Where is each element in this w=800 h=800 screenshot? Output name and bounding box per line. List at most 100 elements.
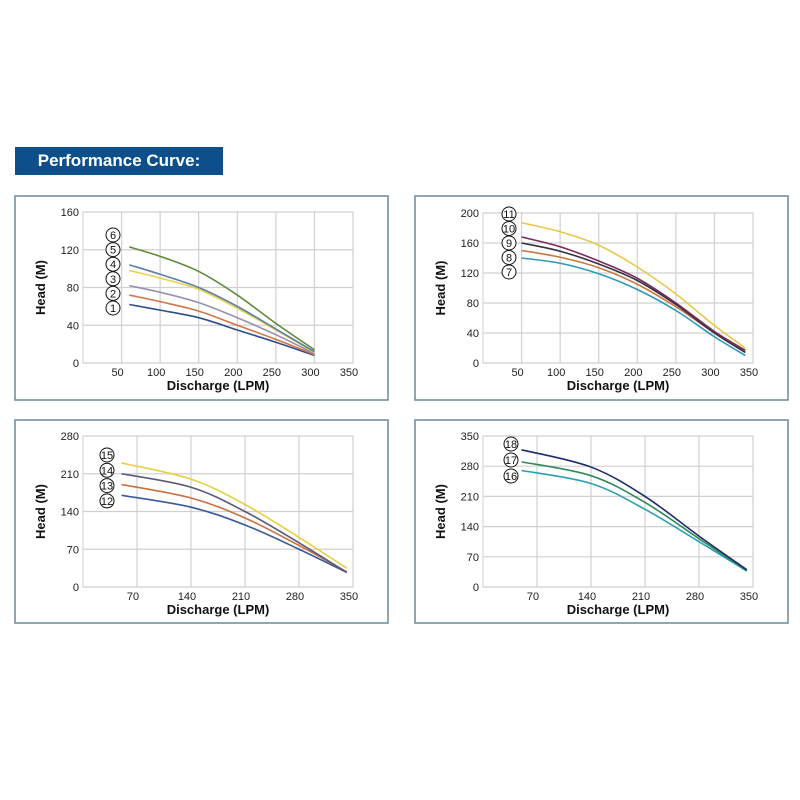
y-tick-label: 80 bbox=[67, 283, 79, 295]
label-number: 4 bbox=[110, 259, 116, 271]
y-tick-label: 40 bbox=[467, 328, 479, 340]
y-tick-label: 80 bbox=[467, 298, 479, 310]
x-tick-label: 280 bbox=[286, 591, 304, 603]
curve-13 bbox=[121, 483, 348, 573]
curve-16 bbox=[521, 469, 748, 572]
curve-label-17: 17 bbox=[503, 452, 519, 468]
label-circle bbox=[105, 271, 121, 287]
label-circle bbox=[503, 468, 519, 484]
y-tick-label: 0 bbox=[73, 582, 79, 594]
x-tick-label: 100 bbox=[547, 367, 565, 379]
x-axis-label: Discharge (LPM) bbox=[567, 602, 670, 617]
chart-1: 0 40 80 120 160 50 100 150 200 250 300 350 Discharge… bbox=[14, 195, 389, 401]
x-tick-label: 210 bbox=[632, 591, 650, 603]
label-number: 6 bbox=[110, 230, 116, 242]
label-circle bbox=[503, 436, 519, 452]
curve-label-11: 11 bbox=[501, 206, 517, 222]
x-tick-label: 140 bbox=[178, 591, 196, 603]
label-number: 16 bbox=[505, 471, 517, 483]
curve-label-18: 18 bbox=[503, 436, 519, 452]
x-axis-label: Discharge (LPM) bbox=[567, 378, 670, 393]
label-circle bbox=[105, 285, 121, 301]
curve-15 bbox=[121, 462, 348, 569]
curve-7 bbox=[521, 257, 746, 357]
label-number: 18 bbox=[505, 439, 517, 451]
curve-label-12: 12 bbox=[99, 493, 115, 509]
x-tick-label: 150 bbox=[186, 367, 204, 379]
label-number: 3 bbox=[110, 274, 116, 286]
label-circle bbox=[501, 264, 517, 280]
label-number: 10 bbox=[503, 224, 515, 236]
label-number: 15 bbox=[101, 450, 113, 462]
chart-2: 0 40 80 120 160 200 50 100 150 200 250 300 350 Discha… bbox=[414, 195, 789, 401]
y-tick-label: 280 bbox=[461, 461, 479, 473]
y-axis-label: Head (M) bbox=[33, 484, 48, 539]
x-tick-label: 150 bbox=[586, 367, 604, 379]
label-circle bbox=[105, 242, 121, 258]
curve-label-15: 15 bbox=[99, 447, 115, 463]
curve-6 bbox=[129, 246, 315, 351]
x-tick-label: 70 bbox=[527, 591, 539, 603]
y-axis-label: Head (M) bbox=[33, 260, 48, 315]
x-tick-label: 350 bbox=[740, 367, 758, 379]
label-number: 7 bbox=[506, 267, 512, 279]
x-tick-label: 210 bbox=[232, 591, 250, 603]
x-tick-label: 140 bbox=[578, 591, 596, 603]
curve-label-10: 10 bbox=[501, 221, 517, 236]
curve-label-13: 13 bbox=[99, 478, 115, 494]
label-circle bbox=[105, 227, 121, 243]
curve-12 bbox=[121, 494, 348, 574]
x-tick-label: 200 bbox=[224, 367, 242, 379]
curve-1 bbox=[129, 303, 315, 357]
y-tick-label: 160 bbox=[461, 238, 479, 250]
label-circle bbox=[105, 256, 121, 272]
x-tick-label: 350 bbox=[340, 591, 358, 603]
curve-2 bbox=[129, 294, 315, 356]
y-tick-label: 40 bbox=[67, 320, 79, 332]
label-number: 8 bbox=[506, 253, 512, 265]
x-tick-label: 70 bbox=[127, 591, 139, 603]
curve-label-3: 3 bbox=[105, 271, 121, 287]
plot-area bbox=[482, 435, 754, 588]
y-tick-label: 140 bbox=[461, 522, 479, 534]
y-tick-label: 120 bbox=[461, 268, 479, 280]
curve-5 bbox=[129, 264, 315, 353]
x-tick-label: 280 bbox=[686, 591, 704, 603]
x-tick-label: 350 bbox=[740, 591, 758, 603]
y-tick-label: 350 bbox=[461, 431, 479, 443]
label-number: 12 bbox=[101, 496, 113, 508]
y-axis-label: Head (M) bbox=[433, 484, 448, 539]
y-tick-label: 0 bbox=[73, 358, 79, 370]
curve-17 bbox=[521, 461, 748, 572]
y-axis-label: Head (M) bbox=[433, 261, 448, 316]
x-tick-label: 250 bbox=[663, 367, 681, 379]
x-axis-label: Discharge (LPM) bbox=[167, 378, 270, 393]
curve-label-5: 5 bbox=[105, 242, 121, 258]
y-tick-label: 140 bbox=[61, 507, 79, 519]
y-tick-label: 280 bbox=[61, 431, 79, 443]
curve-11 bbox=[521, 221, 746, 349]
y-tick-label: 210 bbox=[461, 491, 479, 503]
y-tick-label: 120 bbox=[61, 245, 79, 257]
chart-4: 0 70 140 210 280 350 70 140 210 280 350 Discharge (… bbox=[414, 419, 789, 624]
performance-curve-header: Performance Curve: bbox=[15, 147, 223, 175]
curve-14 bbox=[121, 472, 348, 574]
curve-label-1: 1 bbox=[105, 300, 121, 316]
curve-label-6: 6 bbox=[105, 227, 121, 243]
x-tick-label: 250 bbox=[263, 367, 281, 379]
x-tick-label: 350 bbox=[340, 367, 358, 379]
label-number: 14 bbox=[101, 465, 113, 477]
curve-label-2: 2 bbox=[105, 285, 121, 301]
label-circle bbox=[99, 478, 115, 494]
label-circle bbox=[503, 452, 519, 468]
x-tick-label: 50 bbox=[111, 367, 123, 379]
curve-10 bbox=[521, 236, 746, 351]
label-number: 13 bbox=[101, 481, 113, 493]
curve-3 bbox=[129, 284, 315, 355]
y-tick-label: 210 bbox=[61, 469, 79, 481]
curve-label-16: 16 bbox=[503, 468, 519, 484]
x-tick-label: 300 bbox=[701, 367, 719, 379]
curve-18 bbox=[521, 449, 748, 571]
label-circle bbox=[105, 300, 121, 316]
